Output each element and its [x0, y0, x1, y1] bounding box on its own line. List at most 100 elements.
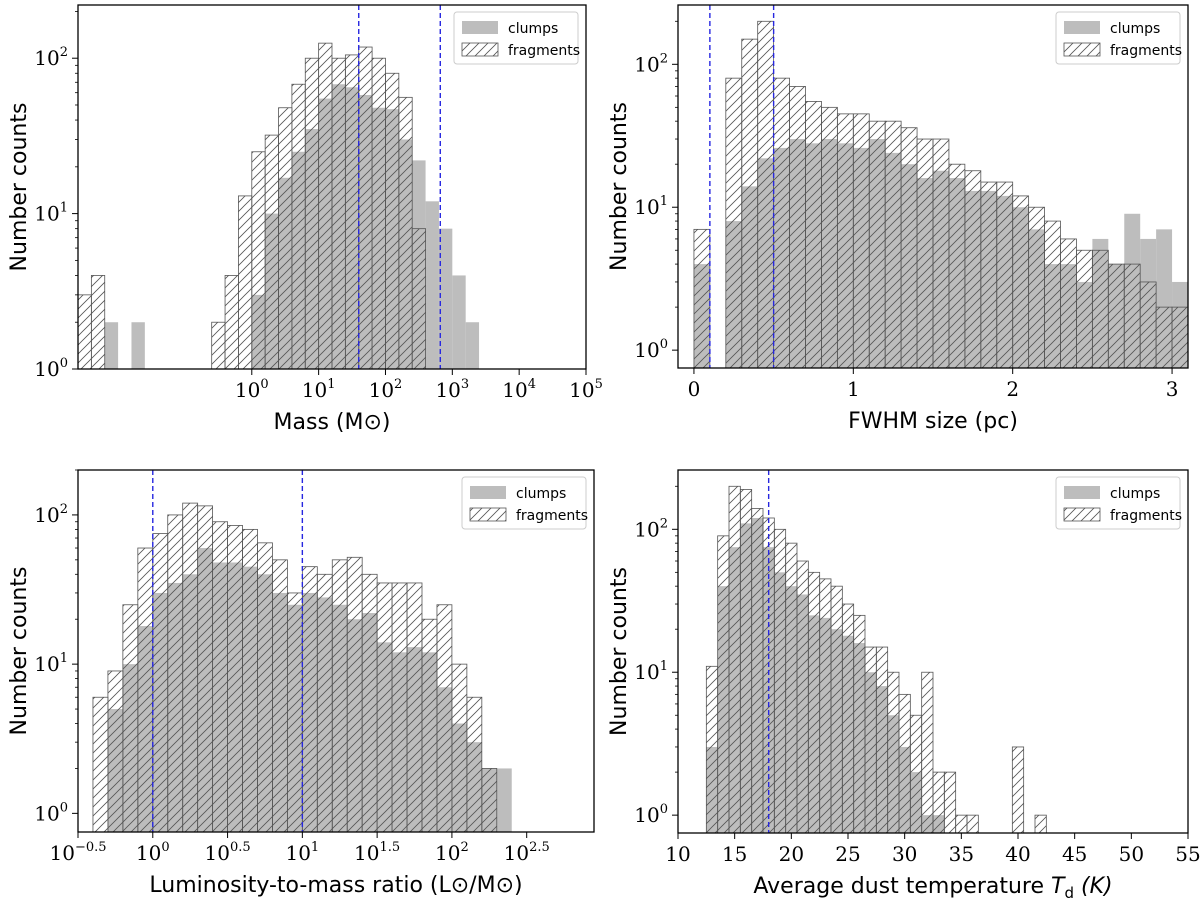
x-tick-label: 25: [835, 842, 860, 866]
fragment-bar: [884, 120, 902, 368]
y-tick-base: 10: [34, 503, 59, 527]
fragment-bar: [211, 321, 226, 369]
y-tick-label: 102: [34, 45, 68, 70]
fragment-bar: [785, 542, 798, 833]
y-tick-base: 10: [634, 52, 659, 76]
fragment-bar: [316, 573, 333, 832]
x-tick-exponent: 4: [528, 377, 536, 392]
lm-y-axis-label: Number counts: [7, 567, 32, 736]
y-tick-label: 100: [634, 337, 668, 362]
x-tick-label: 103: [435, 377, 469, 402]
mass-axes-frame: [77, 4, 587, 370]
x-tick-exponent: 2.5: [529, 840, 550, 855]
tdust-axes-frame: [677, 469, 1189, 834]
fragment-bar: [436, 604, 453, 832]
x-tick-exponent: 2: [460, 840, 468, 855]
fragment-bar: [227, 525, 243, 832]
x-tick-exponent: 0.5: [230, 840, 251, 855]
fragment-bar: [411, 228, 426, 369]
y-tick-base: 10: [634, 195, 659, 219]
fragment-bar: [346, 556, 363, 832]
fragment-bar: [757, 20, 775, 368]
y-tick-label: 102: [634, 51, 668, 76]
fragment-bar: [1107, 263, 1125, 368]
x-tick-exponent: 1.5: [380, 840, 401, 855]
x-tick-base: 10: [136, 841, 161, 865]
fragment-bar: [966, 814, 979, 833]
fwhm-axes-frame: [677, 4, 1189, 369]
fragment-bar: [391, 582, 408, 832]
legend-label-clumps: clumps: [516, 486, 566, 502]
x-tick-label: 100: [136, 840, 170, 865]
x-tick-exponent: 1: [311, 840, 319, 855]
legend-label-clumps: clumps: [1110, 21, 1160, 37]
x-tick-label: 3: [1166, 377, 1179, 401]
y-tick-exponent: 2: [60, 502, 68, 517]
y-tick-exponent: 0: [60, 800, 68, 815]
fragment-bar: [286, 592, 303, 832]
fragment-bar: [830, 585, 843, 833]
x-tick-base: 10: [504, 841, 529, 865]
x-tick-label: 50: [1119, 842, 1144, 866]
fragment-bar: [238, 195, 253, 369]
fragment-bar: [371, 57, 386, 369]
x-tick-label: 55: [1175, 842, 1200, 866]
y-tick-label: 101: [34, 651, 68, 676]
clump-bar: [425, 201, 439, 369]
fragment-bar: [1139, 281, 1157, 368]
fwhm-legend: clumps fragments: [1055, 11, 1182, 65]
legend-label-fragments: fragments: [1110, 508, 1182, 524]
fragment-bar: [853, 614, 866, 833]
x-tick-label: 15: [722, 842, 747, 866]
x-tick-label: 101: [302, 377, 336, 402]
y-tick-label: 100: [34, 800, 68, 825]
fragment-bar: [197, 505, 214, 832]
fragment-bar: [841, 603, 855, 833]
fragment-bar: [92, 696, 109, 832]
mass-x-axis-label: Mass (M⊙): [274, 410, 391, 435]
lm-legend: clumps fragments: [461, 476, 588, 530]
clump-bar: [104, 322, 119, 369]
fragment-bar: [451, 663, 468, 832]
x-tick-exponent: 0: [161, 840, 169, 855]
x-tick-label: 101.5: [354, 840, 400, 865]
fragment-bar: [996, 181, 1014, 368]
fragment-bar: [466, 696, 483, 832]
fragment-bar: [376, 582, 393, 832]
y-tick-label: 101: [634, 659, 668, 684]
fragment-bar: [331, 559, 348, 832]
fragment-bar: [1123, 263, 1141, 368]
mass-bars: [78, 42, 480, 369]
legend-swatch-clumps: [1064, 21, 1100, 34]
fragment-bar: [728, 485, 741, 833]
x-tick-exponent: 3: [461, 377, 469, 392]
fragment-bar: [257, 542, 273, 832]
fragment-bar: [887, 671, 900, 833]
clump-bar: [438, 228, 453, 369]
fragment-bar: [1034, 814, 1047, 833]
fragment-bar: [980, 181, 998, 368]
fragment-bar: [1060, 238, 1077, 368]
fragment-bar: [406, 582, 423, 832]
fragment-bar: [1044, 220, 1061, 368]
y-tick-base: 10: [34, 202, 59, 226]
fragment-bar: [78, 294, 92, 369]
x-tick-label: 20: [779, 842, 804, 866]
fragment-bar: [212, 521, 228, 832]
fragment-bar: [741, 38, 759, 368]
legend-swatch-fragments: [1063, 42, 1101, 57]
x-tick-base: 10: [435, 378, 460, 402]
fragment-bar: [796, 560, 809, 833]
y-tick-label: 102: [34, 502, 68, 527]
x-tick-label: 45: [1062, 842, 1087, 866]
fragment-bar: [898, 693, 911, 833]
x-label-unit: (K): [1074, 874, 1113, 899]
y-tick-exponent: 2: [660, 51, 668, 66]
y-tick-base: 10: [634, 517, 659, 541]
y-tick-label: 100: [34, 356, 68, 381]
fragment-bar: [152, 533, 169, 832]
fragment-bar: [304, 57, 320, 369]
fragment-bar: [331, 57, 346, 369]
